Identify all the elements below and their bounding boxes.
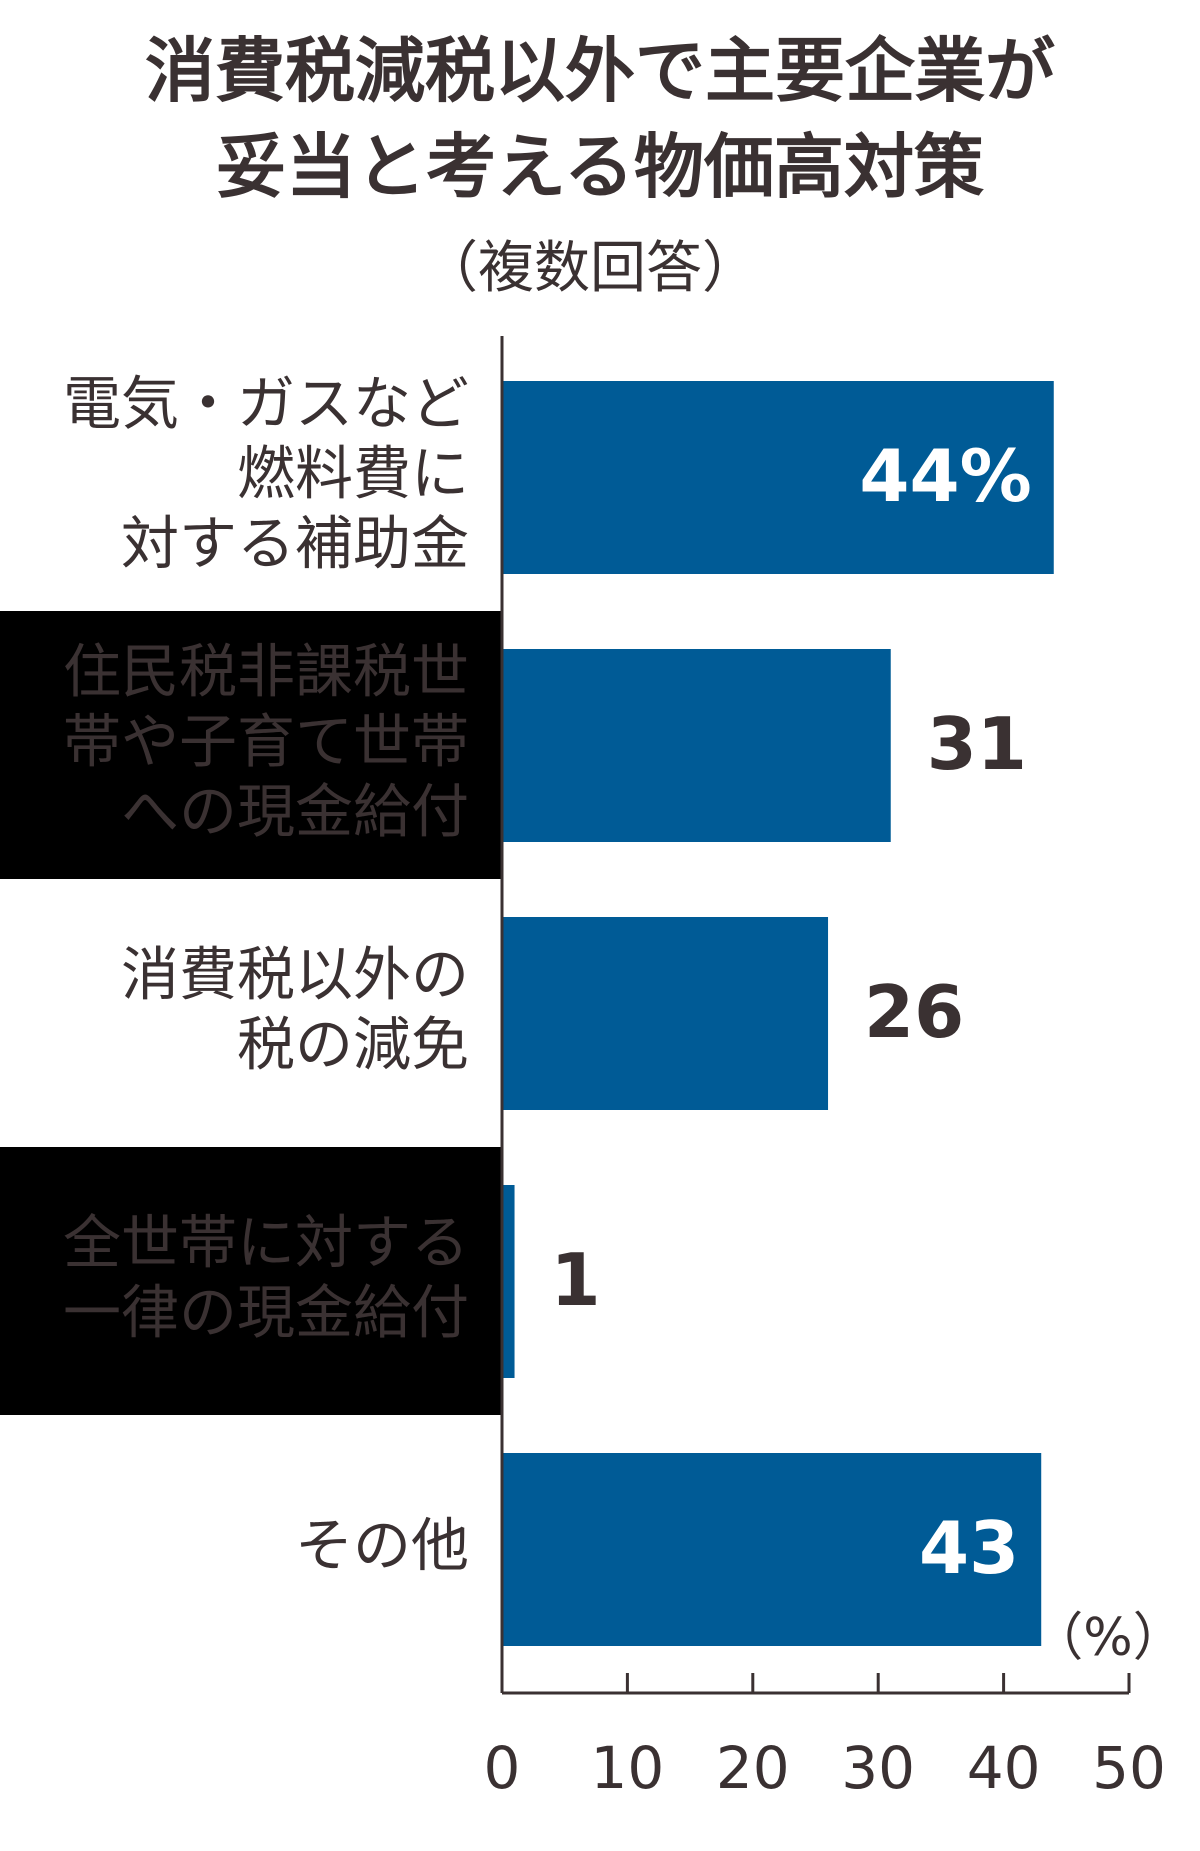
x-tick-label: 10 bbox=[590, 1734, 664, 1802]
x-tick-label: 50 bbox=[1092, 1734, 1166, 1802]
chart-subtitle: （複数回答） bbox=[422, 236, 758, 301]
x-tick-label: 30 bbox=[841, 1734, 915, 1802]
category-label: 全世帯に対する一律の現金給付 bbox=[63, 1209, 469, 1347]
category-band bbox=[0, 1147, 502, 1415]
unit-label: （%） bbox=[1031, 1608, 1184, 1668]
value-label: 31 bbox=[927, 702, 1027, 786]
chart-title: 消費税減税以外で主要企業が妥当と考える物価高対策 bbox=[145, 30, 1055, 208]
bands bbox=[0, 611, 502, 1415]
value-label: 1 bbox=[551, 1238, 601, 1322]
bar bbox=[502, 649, 891, 842]
bar bbox=[502, 1185, 515, 1378]
category-band bbox=[0, 611, 502, 879]
x-tick-label: 40 bbox=[967, 1734, 1041, 1802]
category-label: その他 bbox=[295, 1512, 469, 1580]
value-label: 26 bbox=[864, 970, 964, 1054]
x-tick-label: 20 bbox=[716, 1734, 790, 1802]
value-label: 44% bbox=[859, 434, 1031, 518]
x-tick-label: 0 bbox=[484, 1734, 521, 1802]
bar bbox=[502, 1453, 1042, 1646]
category-label: 住民税非課税世帯や子育て世帯への現金給付 bbox=[63, 638, 469, 846]
category-label: 消費税以外の税の減免 bbox=[121, 941, 469, 1079]
bar bbox=[502, 381, 1054, 574]
category-label: 電気・ガスなど燃料費に対する補助金 bbox=[63, 370, 469, 578]
value-label: 43 bbox=[919, 1506, 1019, 1590]
bar bbox=[502, 917, 829, 1110]
